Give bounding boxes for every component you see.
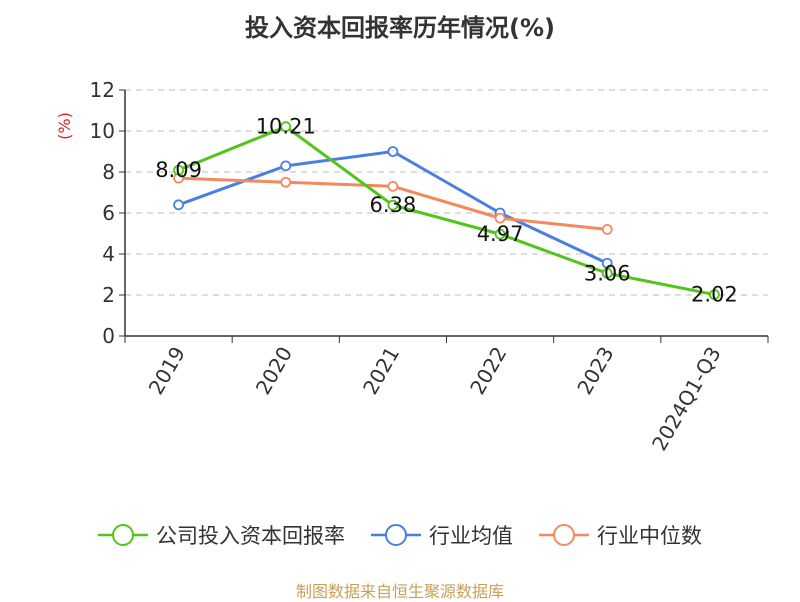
legend-label: 公司投入资本回报率 xyxy=(156,524,345,548)
data-point xyxy=(601,257,613,269)
y-tick-label: 4 xyxy=(102,242,115,266)
y-tick-label: 6 xyxy=(102,201,115,225)
legend-swatch xyxy=(98,524,148,546)
data-label: 3.06 xyxy=(584,261,631,285)
x-tick-label: 2024Q1-Q3 xyxy=(647,343,726,455)
legend-item[interactable]: 行业均值 xyxy=(371,520,513,550)
y-axis-label: (%) xyxy=(55,112,74,140)
data-point xyxy=(173,199,184,211)
y-tick-label: 12 xyxy=(90,78,115,102)
data-point xyxy=(601,267,613,279)
grid-lines xyxy=(125,89,768,296)
data-point xyxy=(280,121,292,133)
x-tick-label: 2022 xyxy=(465,343,511,399)
x-tick-label: 2021 xyxy=(358,343,404,399)
series-lines xyxy=(173,121,720,300)
data-point xyxy=(387,146,399,157)
data-point xyxy=(601,223,613,235)
legend: 公司投入资本回报率 行业均值 行业中位数 xyxy=(0,520,800,550)
source-note: 制图数据来自恒生聚源数据库 xyxy=(295,582,504,601)
y-tick-label: 8 xyxy=(102,160,115,184)
axes: 0 2 4 6 8 10 12 2019 2020 2021 2022 2023 2024Q1-Q3 xyxy=(90,78,769,455)
data-point xyxy=(280,176,292,188)
legend-swatch xyxy=(371,524,421,546)
data-point xyxy=(709,289,720,300)
x-tick-label: 2019 xyxy=(144,343,190,399)
data-label: 10.21 xyxy=(256,115,316,139)
data-label: 4.97 xyxy=(477,222,524,246)
data-label: 8.09 xyxy=(155,158,202,182)
x-tick-label: 2023 xyxy=(572,343,618,399)
data-point xyxy=(387,199,399,211)
y-tick-label: 2 xyxy=(102,283,115,307)
data-point xyxy=(494,228,506,240)
legend-item[interactable]: 行业中位数 xyxy=(539,520,702,550)
data-point xyxy=(280,160,292,172)
y-tick-label: 0 xyxy=(102,324,115,348)
data-label: 6.38 xyxy=(370,193,417,217)
x-tick-label: 2020 xyxy=(251,343,297,399)
legend-label: 行业中位数 xyxy=(597,524,702,548)
series-line xyxy=(178,125,715,297)
legend-item[interactable]: 公司投入资本回报率 xyxy=(98,520,345,550)
data-point xyxy=(387,180,399,192)
chart-title: 投入资本回报率历年情况(%) xyxy=(245,14,555,42)
data-labels: 8.09 10.21 6.38 4.97 3.06 2.02 xyxy=(155,115,738,307)
data-point xyxy=(494,212,506,224)
data-point xyxy=(173,164,184,176)
y-tick-label: 10 xyxy=(90,119,115,143)
legend-swatch xyxy=(539,524,589,546)
legend-label: 行业均值 xyxy=(429,524,513,548)
data-label: 2.02 xyxy=(691,283,738,307)
